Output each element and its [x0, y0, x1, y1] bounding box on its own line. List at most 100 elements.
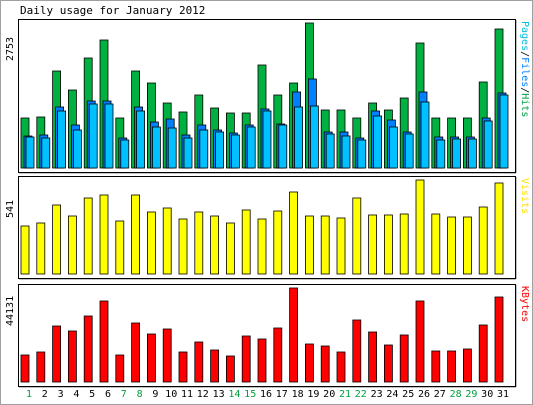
- bar-visits-visits-day-22: [352, 197, 362, 275]
- bar-hits-pages-day-30: [483, 120, 493, 169]
- x-axis-day-labels: 1 2 3 4 5 6 7 8 9 10 11 12 13 14 15 16 17 18 19 20 21 22 23 24 2…: [26, 389, 509, 400]
- max-label-visits: 541: [5, 200, 16, 218]
- bar-visits-visits-day-25: [399, 213, 409, 275]
- bar-kbytes-kbytes-day-9: [146, 333, 156, 383]
- bar-kbytes-kbytes-day-20: [320, 345, 330, 383]
- bar-visits-visits-day-10: [162, 207, 172, 275]
- x-tick-label-day-24: 24: [386, 389, 398, 400]
- bar-kbytes-kbytes-day-4: [68, 330, 77, 383]
- bar-visits-visits-day-21: [336, 217, 346, 275]
- bar-visits-visits-day-3: [52, 204, 61, 275]
- max-label-kbytes: 44131: [5, 296, 16, 326]
- bar-kbytes-kbytes-day-1: [20, 354, 30, 383]
- bar-kbytes-kbytes-day-23: [368, 331, 378, 383]
- x-tick-label-day-20: 20: [323, 389, 335, 400]
- x-tick-label-day-6: 6: [105, 389, 111, 400]
- x-tick-label-day-30: 30: [481, 389, 493, 400]
- x-tick-label-day-11: 11: [181, 389, 193, 400]
- x-tick-label-day-12: 12: [197, 389, 209, 400]
- bar-kbytes-kbytes-day-8: [131, 322, 141, 383]
- bar-kbytes-kbytes-day-31: [494, 296, 504, 383]
- x-tick-label-day-14: 14: [228, 389, 240, 400]
- side-label-part-hits-2: Files: [519, 57, 530, 87]
- x-tick-label-day-10: 10: [165, 389, 177, 400]
- bar-visits-visits-day-24: [383, 214, 393, 275]
- bar-visits-visits-day-26: [415, 179, 425, 275]
- chart-title: Daily usage for January 2012: [20, 4, 205, 17]
- x-tick-label-day-8: 8: [137, 389, 143, 400]
- x-tick-label-day-25: 25: [402, 389, 414, 400]
- bar-visits-visits-day-30: [478, 206, 488, 275]
- bar-kbytes-kbytes-day-19: [304, 343, 314, 383]
- bar-hits-pages-day-22: [357, 139, 367, 169]
- bar-kbytes-kbytes-day-28: [447, 350, 457, 383]
- bar-kbytes-kbytes-day-18: [289, 287, 299, 383]
- side-label-hits: Pages/Files/Hits: [519, 21, 530, 117]
- x-tick-label-day-13: 13: [213, 389, 225, 400]
- bar-visits-visits-day-1: [20, 225, 30, 275]
- bar-hits-pages-day-29: [467, 138, 477, 169]
- bar-visits-visits-day-19: [304, 215, 314, 275]
- x-tick-label-day-27: 27: [434, 389, 446, 400]
- panel-hits: 2753 Pages/Files/Hits: [5, 19, 530, 174]
- bar-hits-pages-day-27: [436, 139, 446, 169]
- bar-visits-visits-day-8: [131, 194, 141, 275]
- bar-hits-pages-day-15: [246, 126, 256, 169]
- x-tick-label-day-9: 9: [152, 389, 158, 400]
- x-tick-label-day-3: 3: [58, 389, 64, 400]
- x-tick-label-day-26: 26: [418, 389, 430, 400]
- bar-visits-visits-day-14: [225, 222, 235, 275]
- bar-kbytes-kbytes-day-29: [462, 348, 472, 383]
- bar-visits-visits-day-23: [368, 214, 378, 275]
- bar-visits-visits-day-13: [210, 215, 220, 275]
- bar-kbytes-kbytes-day-13: [210, 349, 220, 383]
- x-tick-label-day-2: 2: [42, 389, 48, 400]
- panel-border-visits: [18, 176, 516, 279]
- side-label-visits: Visits: [519, 178, 530, 214]
- bar-kbytes-kbytes-day-2: [36, 351, 46, 383]
- bar-visits-visits-day-16: [257, 218, 267, 275]
- bar-hits-pages-day-28: [452, 138, 462, 169]
- bar-hits-pages-day-2: [41, 137, 51, 169]
- bar-kbytes-kbytes-day-6: [99, 300, 109, 383]
- bar-kbytes-kbytes-day-26: [415, 300, 425, 383]
- x-tick-label-day-17: 17: [276, 389, 288, 400]
- x-tick-label-day-4: 4: [73, 389, 79, 400]
- bar-kbytes-kbytes-day-27: [431, 350, 441, 383]
- bar-visits-visits-day-6: [99, 194, 109, 275]
- bar-visits-visits-day-2: [36, 222, 46, 275]
- panel-border-hits: [18, 19, 516, 173]
- bar-kbytes-kbytes-day-16: [257, 338, 267, 383]
- bar-hits-pages-day-23: [373, 115, 383, 169]
- bar-hits-pages-day-13: [215, 131, 225, 169]
- bar-hits-pages-day-31: [499, 94, 509, 169]
- bar-hits-pages-day-6: [104, 103, 114, 169]
- bar-hits-pages-day-20: [325, 133, 335, 169]
- side-label-part-hits-4: Hits: [519, 93, 530, 117]
- bar-hits-pages-day-26: [420, 101, 430, 169]
- bar-kbytes-kbytes-day-7: [115, 354, 125, 383]
- bar-visits-visits-day-28: [447, 216, 457, 275]
- panel-border-kbytes: [18, 284, 516, 387]
- bar-visits-visits-day-27: [431, 213, 441, 275]
- bar-visits-visits-day-17: [273, 210, 283, 275]
- bar-kbytes-kbytes-day-24: [383, 344, 393, 383]
- bar-hits-pages-day-16: [262, 110, 272, 169]
- x-tick-label-day-5: 5: [89, 389, 95, 400]
- bar-hits-pages-day-8: [136, 110, 146, 169]
- chart-panels: 2753 Pages/Files/Hits 541 Visits 44131 KBytes: [5, 19, 530, 388]
- x-tick-label-day-19: 19: [307, 389, 319, 400]
- bar-kbytes-kbytes-day-25: [399, 334, 409, 383]
- bar-kbytes-kbytes-day-21: [336, 351, 346, 383]
- bar-hits-pages-day-21: [341, 135, 351, 169]
- bar-hits-pages-day-9: [151, 126, 161, 169]
- x-tick-label-day-18: 18: [292, 389, 304, 400]
- bar-hits-pages-day-19: [309, 105, 319, 169]
- x-tick-label-day-16: 16: [260, 389, 272, 400]
- bar-hits-pages-day-24: [388, 126, 398, 169]
- bar-kbytes-kbytes-day-15: [241, 335, 251, 383]
- bar-hits-pages-day-11: [183, 137, 193, 169]
- side-label-part-kbytes-0: KBytes: [519, 286, 530, 322]
